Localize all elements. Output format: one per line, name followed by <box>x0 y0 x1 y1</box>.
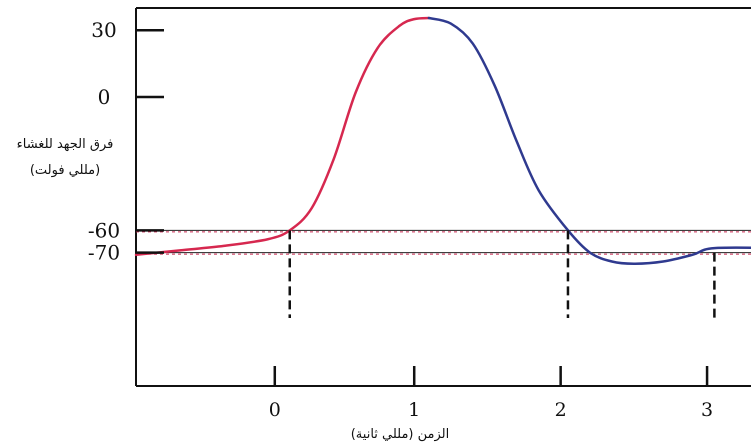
x-axis-label: الزمن (مللي ثانية) <box>351 427 450 442</box>
x-tick-label-1: 1 <box>408 399 420 421</box>
y-axis-ticks: 30 0 -60-70 <box>88 18 164 265</box>
y-tick-label-0: 30 <box>91 18 116 42</box>
x-tick-label-0: 0 <box>269 399 281 421</box>
series-line-0 <box>134 16 431 257</box>
series-line-1 <box>427 16 751 265</box>
x-axis-ticks: 0 1 2 3 <box>269 366 713 421</box>
y-axis-label: فرق الجهد للغشاء <box>17 137 114 152</box>
y-tick-label-1: 0 <box>98 85 111 109</box>
x-tick-label-2: 2 <box>555 399 567 421</box>
reference-lines <box>136 229 751 255</box>
y-axis-unit: (مللي فولت) <box>30 163 100 178</box>
time-markers <box>288 230 716 318</box>
plot-area <box>135 7 751 387</box>
y-tick-label-3: -70 <box>88 241 120 265</box>
series-layer <box>134 16 751 265</box>
x-tick-label-3: 3 <box>701 399 713 421</box>
y-tick-label-2: -60 <box>88 218 120 242</box>
